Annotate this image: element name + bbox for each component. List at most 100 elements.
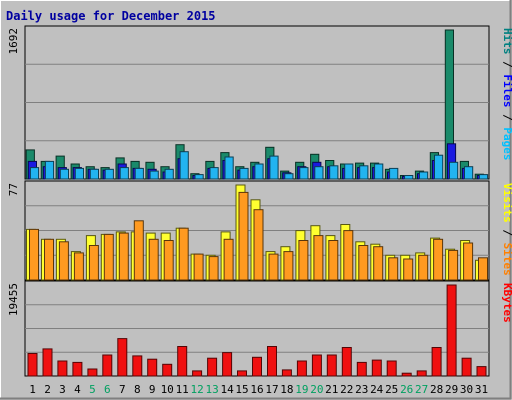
bar-kbytes-day-25 — [386, 360, 397, 377]
x-tick-label: 7 — [119, 383, 126, 396]
bar-sites-day-18 — [283, 251, 294, 281]
x-tick-label: 28 — [430, 383, 443, 396]
x-tick-label: 27 — [415, 383, 428, 396]
bar-sites-day-5 — [88, 245, 99, 281]
x-tick-label: 17 — [265, 383, 278, 396]
bar-kbytes-day-13 — [207, 357, 218, 377]
bar-kbytes-day-4 — [72, 361, 83, 377]
bar-kbytes-day-30 — [461, 357, 472, 377]
x-tick-label: 9 — [149, 383, 156, 396]
bar-pages-day-19 — [299, 167, 309, 180]
x-tick-label: 2 — [44, 383, 51, 396]
x-tick-label: 4 — [74, 383, 81, 396]
bar-kbytes-day-11 — [177, 346, 188, 377]
bar-sites-day-19 — [298, 240, 309, 281]
bar-pages-day-10 — [164, 168, 174, 180]
x-tick-label: 30 — [460, 383, 473, 396]
bar-pages-day-9 — [149, 170, 159, 180]
bar-kbytes-day-6 — [102, 354, 113, 377]
bar-kbytes-day-29 — [446, 284, 457, 377]
bar-pages-day-25 — [389, 167, 399, 180]
bar-kbytes-day-21 — [326, 354, 337, 377]
bar-pages-day-21 — [329, 165, 339, 180]
bar-sites-day-6 — [103, 233, 114, 281]
x-tick-label: 6 — [104, 383, 111, 396]
bar-sites-day-22 — [343, 230, 354, 281]
side-legend-hits: Hits / Files / Pages — [501, 28, 512, 161]
bar-pages-day-12 — [194, 174, 204, 180]
x-tick-label: 12 — [190, 383, 203, 396]
bar-sites-day-15 — [238, 191, 249, 281]
legend-separator: / — [501, 108, 512, 128]
bar-pages-day-20 — [314, 166, 324, 180]
bar-pages-day-3 — [59, 168, 69, 180]
bar-kbytes-day-27 — [416, 370, 427, 377]
bar-pages-day-1 — [29, 167, 40, 180]
bar-pages-day-4 — [74, 167, 85, 180]
bar-pages-day-24 — [374, 163, 384, 180]
bar-kbytes-day-22 — [341, 347, 352, 377]
y-max-label-visits: 77 — [7, 183, 20, 196]
bar-sites-day-26 — [403, 258, 414, 281]
x-tick-label: 26 — [400, 383, 413, 396]
bar-kbytes-day-8 — [132, 355, 143, 377]
bar-sites-day-31 — [478, 257, 488, 281]
bar-sites-day-1 — [29, 228, 39, 281]
bar-kbytes-day-12 — [192, 370, 203, 377]
x-tick-label: 5 — [89, 383, 96, 396]
bar-sites-day-29 — [448, 249, 459, 281]
bar-sites-day-20 — [313, 235, 324, 281]
x-tick-label: 3 — [59, 383, 66, 396]
bar-pages-day-14 — [224, 156, 234, 180]
legend-separator: / — [501, 223, 512, 243]
bar-pages-day-8 — [134, 167, 144, 180]
x-tick-label: 24 — [370, 383, 384, 396]
x-axis-labels: 1 2 3 4 5 6 7 8 9 10 11 12 13 14 15 16 17 18 19 20 21 22 23 24 2… — [29, 383, 488, 396]
bar-kbytes-day-26 — [401, 372, 412, 377]
x-tick-label: 22 — [340, 383, 353, 396]
bar-pages-day-31 — [478, 174, 489, 180]
bar-pages-day-23 — [359, 165, 369, 180]
x-tick-label: 11 — [176, 383, 189, 396]
legend-item-files: Files — [501, 74, 512, 107]
bar-sites-day-9 — [148, 238, 159, 281]
legend-item-visits: Visits — [501, 183, 512, 223]
bar-pages-day-27 — [419, 171, 429, 180]
bar-sites-day-13 — [208, 256, 219, 281]
legend-item-pages: Pages — [501, 127, 512, 160]
y-max-label-kbytes: 19455 — [7, 283, 20, 316]
bar-pages-day-13 — [209, 167, 219, 180]
bar-kbytes-day-23 — [356, 361, 367, 377]
x-tick-label: 15 — [235, 383, 248, 396]
x-tick-label: 16 — [250, 383, 263, 396]
panel-hits: 1692 Hits / Files / Pages — [7, 25, 512, 180]
x-tick-label: 13 — [205, 383, 218, 396]
bar-pages-day-30 — [464, 166, 474, 180]
legend-item-sites: Sites — [501, 243, 512, 276]
bar-kbytes-day-20 — [311, 354, 322, 377]
bar-pages-day-11 — [179, 151, 189, 180]
bar-kbytes-day-5 — [87, 368, 98, 377]
bar-kbytes-day-7 — [117, 338, 128, 377]
bar-sites-day-11 — [178, 227, 189, 281]
bar-sites-day-8 — [133, 220, 144, 281]
bar-sites-day-16 — [253, 209, 264, 281]
x-tick-label: 14 — [220, 383, 234, 396]
bar-kbytes-day-28 — [431, 347, 442, 377]
bar-sites-day-4 — [73, 252, 84, 281]
bar-pages-day-16 — [254, 163, 264, 180]
side-legend-kbytes: KBytes — [501, 283, 512, 323]
x-tick-label: 31 — [475, 383, 488, 396]
x-tick-label: 19 — [295, 383, 308, 396]
bar-sites-day-14 — [223, 238, 234, 281]
bar-kbytes-day-18 — [281, 369, 292, 377]
bar-pages-day-7 — [119, 167, 129, 180]
bar-sites-day-28 — [433, 238, 444, 281]
x-tick-label: 8 — [134, 383, 141, 396]
x-tick-label: 10 — [161, 383, 174, 396]
bar-pages-day-22 — [344, 163, 354, 180]
bar-kbytes-day-14 — [222, 352, 233, 377]
bar-sites-day-2 — [44, 238, 54, 281]
